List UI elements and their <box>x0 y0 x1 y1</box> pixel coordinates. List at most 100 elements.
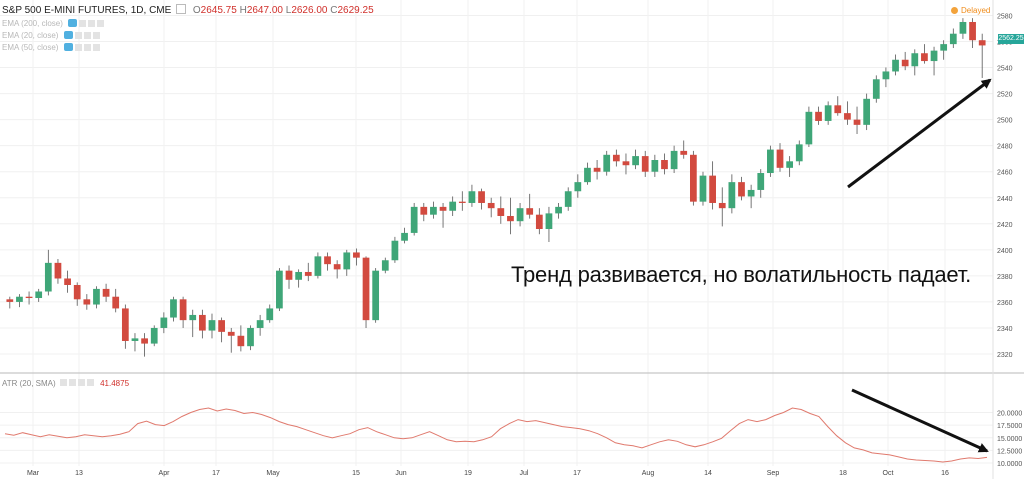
close-value: 2629.25 <box>337 5 374 16</box>
time-tick-label: 16 <box>941 470 949 477</box>
candle <box>285 265 293 289</box>
candle <box>478 188 485 210</box>
delayed-badge: Delayed <box>951 6 990 15</box>
eye-icon[interactable] <box>63 31 73 39</box>
candle <box>709 161 716 210</box>
volatility-down-arrow <box>851 388 989 453</box>
candle <box>824 101 832 125</box>
close-icon[interactable] <box>88 20 96 27</box>
settings-icon[interactable] <box>79 20 87 27</box>
candle <box>718 187 726 227</box>
candle <box>612 149 620 167</box>
candle <box>237 325 245 352</box>
atr-grid <box>0 412 993 464</box>
time-tick-label: Apr <box>159 470 171 477</box>
candle <box>757 169 765 198</box>
candle <box>64 270 71 293</box>
indicator-row-ema50[interactable]: EMA (50, close) <box>2 43 100 52</box>
more-icon[interactable] <box>86 379 94 386</box>
candle <box>25 291 33 305</box>
candle <box>661 153 668 175</box>
candle <box>449 196 457 216</box>
annotation-text: Тренд развивается, но волатильность пада… <box>511 262 972 287</box>
indicator-label: EMA (20, close) <box>2 31 59 40</box>
more-icon[interactable] <box>92 44 100 51</box>
candle <box>978 33 986 78</box>
price-tick-label: 2360 <box>997 300 1013 307</box>
candle <box>44 249 52 296</box>
candle <box>901 51 909 71</box>
close-icon[interactable] <box>77 379 85 386</box>
candle <box>439 202 447 228</box>
atr-axis: 10.0000 12.5000 15.0000 17.5000 20.0000 <box>997 411 1022 469</box>
candle <box>728 174 736 214</box>
close-icon[interactable] <box>83 44 91 51</box>
candle <box>391 236 399 263</box>
candle <box>266 304 274 323</box>
price-tick-label: 2320 <box>997 352 1013 359</box>
settings-icon[interactable] <box>74 32 82 39</box>
more-icon[interactable] <box>97 20 105 27</box>
candle <box>353 248 360 266</box>
candle <box>507 197 514 235</box>
candle <box>603 150 611 176</box>
eye-icon[interactable] <box>63 43 73 51</box>
price-tick-label: 2480 <box>997 144 1013 151</box>
candle <box>786 156 794 177</box>
candle <box>198 309 206 339</box>
price-tick-label: 2520 <box>997 92 1013 99</box>
atr-label: ATR (20, SMA) <box>2 379 56 388</box>
candle <box>921 44 928 64</box>
time-tick-label: Aug <box>642 470 655 477</box>
indicator-row-ema20[interactable]: EMA (20, close) <box>2 31 100 40</box>
candle <box>179 296 187 328</box>
candle <box>795 140 803 166</box>
price-tick-label: 2400 <box>997 248 1013 255</box>
indicator-label: EMA (50, close) <box>2 43 59 52</box>
price-tick-label: 2460 <box>997 170 1013 177</box>
eye-icon[interactable] <box>59 379 67 386</box>
atr-panel-header: ATR (20, SMA) 41.4875 <box>2 379 129 388</box>
price-grid <box>0 0 993 466</box>
high-value: 2647.00 <box>246 5 283 16</box>
atr-tick-label: 20.0000 <box>997 411 1022 418</box>
more-icon[interactable] <box>92 32 100 39</box>
low-value: 2626.00 <box>291 5 328 16</box>
candle <box>969 18 976 49</box>
candle <box>324 252 331 271</box>
candle <box>372 268 380 323</box>
candle <box>333 260 341 279</box>
time-tick-label: 14 <box>704 470 712 477</box>
candle <box>564 187 572 211</box>
candle <box>930 46 938 76</box>
open-value: 2645.75 <box>200 5 237 16</box>
candle <box>227 327 235 353</box>
eye-icon[interactable] <box>68 19 78 27</box>
atr-line <box>4 407 988 463</box>
candle <box>872 75 880 103</box>
delayed-dot-icon <box>951 7 958 14</box>
indicator-row-ema200[interactable]: EMA (200, close) <box>2 19 105 28</box>
candle <box>131 333 139 352</box>
chart-header: S&P 500 E-MINI FUTURES, 1D, CME O2645.75… <box>2 4 374 16</box>
candle <box>314 252 322 279</box>
time-tick-label: May <box>266 470 280 477</box>
price-tick-label: 2440 <box>997 196 1013 203</box>
price-tick-label: 2380 <box>997 274 1013 281</box>
candle <box>651 154 659 177</box>
price-tick-label: 2540 <box>997 66 1013 73</box>
settings-icon[interactable] <box>74 44 82 51</box>
settings-icon[interactable] <box>68 379 76 386</box>
candle <box>535 208 543 235</box>
candle <box>112 288 120 313</box>
candle <box>150 325 158 347</box>
candle <box>35 288 43 302</box>
time-tick-label: 19 <box>464 470 472 477</box>
candle <box>170 296 177 322</box>
candle <box>295 269 303 288</box>
symbol-settings-icon[interactable] <box>176 4 187 14</box>
candle <box>593 160 601 180</box>
candle <box>545 206 553 243</box>
time-tick-label: Jun <box>395 470 406 477</box>
close-icon[interactable] <box>83 32 91 39</box>
